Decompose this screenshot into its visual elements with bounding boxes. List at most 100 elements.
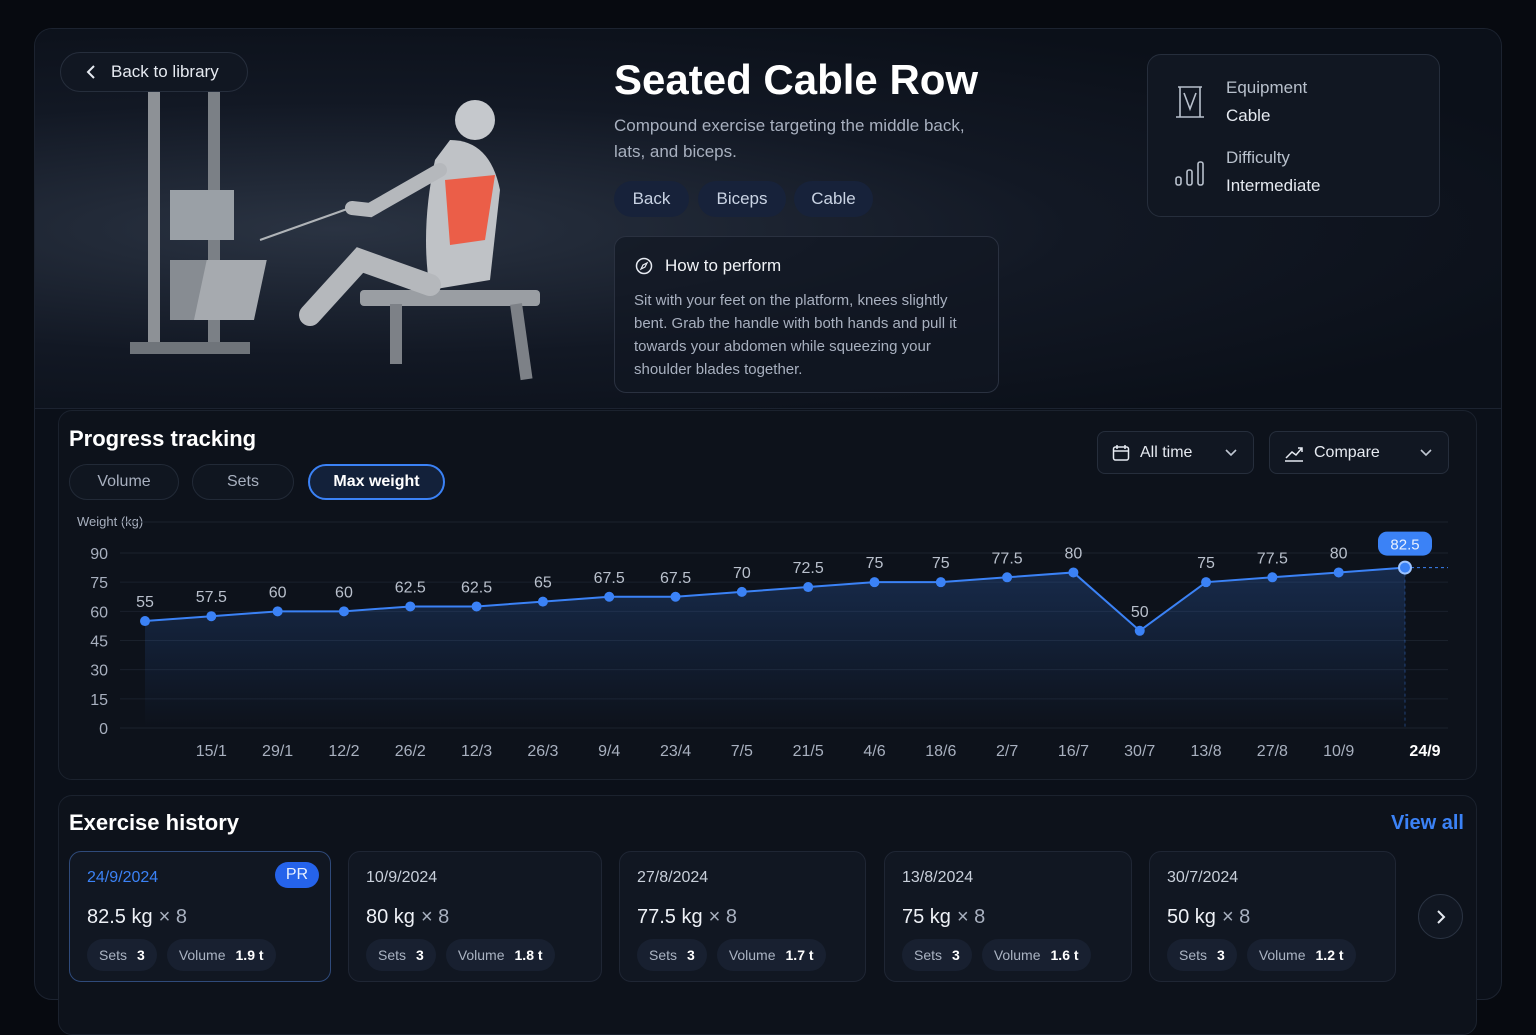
how-to-text: Sit with your feet on the platform, knee… <box>634 292 957 378</box>
point <box>471 601 482 612</box>
card-reps: × 8 <box>158 906 187 928</box>
x-tick-label: 15/1 <box>196 743 227 760</box>
y-tick-label: 15 <box>90 692 108 709</box>
info-value: Cable <box>1226 106 1271 125</box>
value-label: 80 <box>1065 545 1083 562</box>
section-title: Progress tracking <box>69 426 257 451</box>
value-label: 75 <box>866 555 884 572</box>
y-tick-label: 75 <box>90 575 108 592</box>
tag[interactable]: Biceps <box>698 181 786 217</box>
how-to-box: How to perform Sit with your feet on the… <box>614 236 999 393</box>
stat-label: Sets <box>914 947 943 963</box>
chevron-right-icon <box>1436 909 1445 924</box>
stat-value: 1.8 t <box>514 947 543 963</box>
x-tick-label: 26/3 <box>527 743 558 760</box>
stat-value: 3 <box>137 947 145 963</box>
tag[interactable]: Cable <box>794 181 873 217</box>
card-weight-line: 77.5 kg × 8 <box>637 906 737 929</box>
stat-label: Sets <box>649 947 678 963</box>
value-label: 57.5 <box>196 589 227 606</box>
next-button[interactable] <box>1418 894 1463 939</box>
stat-value: 3 <box>687 947 695 963</box>
area <box>145 567 1405 728</box>
point <box>935 577 946 588</box>
value-badge <box>1378 531 1432 556</box>
info-value: Intermediate <box>1226 176 1321 195</box>
pr-badge: PR <box>275 862 319 888</box>
view-all-link[interactable]: View all <box>1390 812 1464 834</box>
compare-filter[interactable]: Compare <box>1269 431 1449 474</box>
stat-pill: Volume 1.8 t <box>445 939 555 971</box>
x-tick-label: 7/5 <box>731 743 753 760</box>
history-card[interactable]: 13/8/2024 75 kg × 8 Sets 3 Volume 1.6 t <box>884 851 1132 982</box>
stat-label: Sets <box>1179 947 1208 963</box>
y-axis-label: Weight (kg) <box>77 514 143 529</box>
back-button[interactable]: Back to library <box>60 52 248 92</box>
line <box>144 566 1406 633</box>
card-stats: Sets 3 Volume 1.6 t <box>902 939 1091 971</box>
card-weight: 80 kg <box>366 906 415 928</box>
value-label: 82.5 <box>1390 537 1419 554</box>
value-label: 75 <box>932 555 950 572</box>
stat-label: Volume <box>993 947 1041 963</box>
tab[interactable]: Volume <box>69 464 179 500</box>
history-card[interactable]: 10/9/2024 80 kg × 8 Sets 3 Volume 1.8 t <box>348 851 602 982</box>
point <box>803 582 814 593</box>
card-stats: Sets 3 Volume 1.7 t <box>637 939 826 971</box>
tab[interactable]: Sets <box>192 464 294 500</box>
history-card[interactable]: 30/7/2024 50 kg × 8 Sets 3 Volume 1.2 t <box>1149 851 1396 982</box>
point <box>272 606 283 617</box>
point <box>405 601 416 612</box>
card-weight-line: 75 kg × 8 <box>902 906 985 929</box>
x-tick-label: 18/6 <box>925 743 956 760</box>
stat-label: Volume <box>457 947 505 963</box>
card-weight-line: 82.5 kg × 8 <box>87 906 187 929</box>
x-tick-label: 2/7 <box>996 743 1018 760</box>
value-label: 77.5 <box>992 550 1023 567</box>
card-stats: Sets 3 Volume 1.9 t <box>87 939 276 971</box>
stat-value: 1.6 t <box>1050 947 1079 963</box>
y-tick-label: 0 <box>99 721 108 738</box>
stat-pill: Volume 1.7 t <box>716 939 826 971</box>
point <box>1068 567 1079 578</box>
value-label: 80 <box>1330 545 1348 562</box>
card-date: 13/8/2024 <box>902 869 974 886</box>
stat-pill: Sets 3 <box>1167 939 1237 971</box>
value-label: 67.5 <box>660 570 691 587</box>
history-card[interactable]: 24/9/2024 PR 82.5 kg × 8 Sets 3 Volume 1.9 t <box>69 851 331 982</box>
info-card: Equipment Cable Difficulty Intermediate <box>1147 54 1440 217</box>
value-label: 67.5 <box>594 570 625 587</box>
card-reps: × 8 <box>956 906 986 928</box>
point <box>1267 572 1278 583</box>
point <box>1333 567 1344 578</box>
tag[interactable]: Back <box>614 181 689 217</box>
value-label: 62.5 <box>395 579 426 596</box>
how-to-title: How to perform <box>665 256 782 275</box>
stat-value: 3 <box>1217 947 1225 963</box>
stat-value: 1.7 t <box>785 947 814 963</box>
section-title: Exercise history <box>69 810 239 835</box>
stat-label: Volume <box>178 947 226 963</box>
x-tick-label: 29/1 <box>262 743 293 760</box>
value-label: 75 <box>1197 555 1215 572</box>
card-weight-line: 50 kg × 8 <box>1167 906 1250 929</box>
x-tick-label: 23/4 <box>660 743 691 760</box>
trend-icon <box>1285 446 1303 462</box>
divider <box>34 408 1502 409</box>
stat-label: Volume <box>728 947 776 963</box>
calendar-icon <box>1112 444 1130 461</box>
filter-label: All time <box>1140 443 1193 461</box>
point <box>338 606 349 617</box>
equipment-icon <box>1176 86 1204 118</box>
y-tick-label: 60 <box>90 604 108 621</box>
value-label: 50 <box>1131 604 1149 621</box>
info-label: Equipment <box>1226 78 1308 97</box>
point <box>206 611 217 622</box>
tab-active[interactable]: Max weight <box>308 464 445 500</box>
history-card[interactable]: 27/8/2024 77.5 kg × 8 Sets 3 Volume 1.7 t <box>619 851 866 982</box>
time-filter[interactable]: All time <box>1097 431 1254 474</box>
point <box>1398 560 1412 575</box>
x-tick-label: 26/2 <box>395 743 426 760</box>
exercise-illustration <box>130 90 540 381</box>
